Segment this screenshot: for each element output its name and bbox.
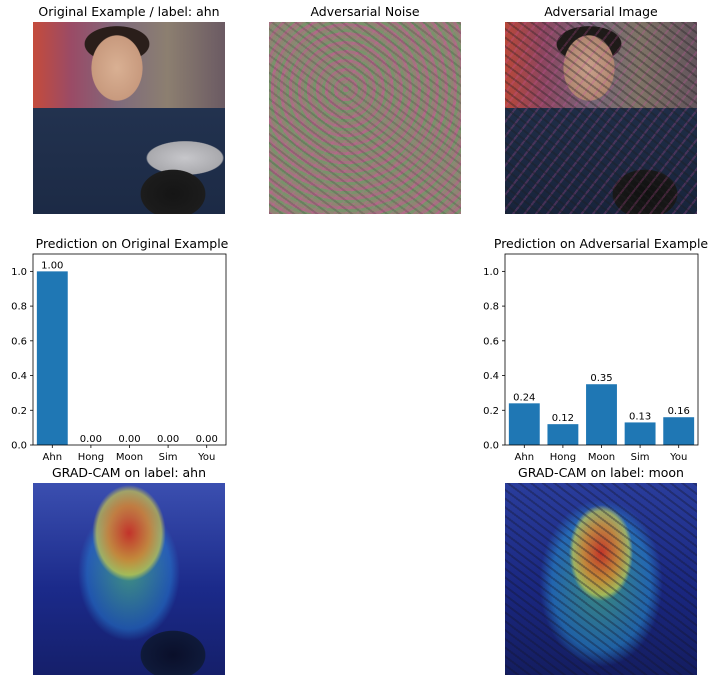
bar-value-label: 0.16 [668, 406, 690, 417]
gradcam-original-title: GRAD-CAM on label: ahn [51, 465, 207, 480]
y-tick-label: 0.8 [483, 302, 499, 313]
x-tick-label: Sim [159, 452, 178, 463]
y-tick-label: 0.2 [11, 406, 27, 417]
prediction-original-chart: 1.00 Ahn 0.00 Hong 0.00 Moon 0.00 Sim 0.00 You 0.0… [11, 253, 227, 463]
bar-value-label: 0.24 [513, 392, 535, 403]
y-tick-label: 0.6 [483, 336, 499, 347]
x-tick-label: Hong [550, 452, 576, 463]
y-tick-label: 1.0 [11, 267, 27, 278]
x-tick-label: Sim [631, 452, 650, 463]
y-tick-label: 0.6 [11, 336, 27, 347]
adversarial-image-title: Adversarial Image [544, 4, 658, 19]
bar-hong [547, 424, 579, 445]
y-tick-label: 0.0 [483, 441, 499, 452]
y-tick-label: 0.0 [11, 441, 27, 452]
y-tick-label: 0.8 [11, 302, 27, 313]
gradcam-original-image [33, 483, 225, 675]
x-tick-label: You [197, 452, 215, 463]
bar-you [663, 417, 695, 445]
bar-sim [624, 422, 656, 445]
bar-ahn [36, 271, 68, 445]
x-tick-label: Hong [78, 452, 104, 463]
bar-value-label: 0.35 [590, 373, 612, 384]
bar-value-label: 0.13 [629, 411, 651, 422]
bar-value-label: 0.12 [552, 413, 574, 424]
bar-value-label: 0.00 [157, 434, 179, 445]
bar-ahn [508, 403, 540, 445]
bar-value-label: 0.00 [80, 434, 102, 445]
gradcam-adversarial-title: GRAD-CAM on label: moon [518, 465, 684, 480]
adversarial-noise-image [269, 22, 461, 214]
original-example-title: Original Example / label: ahn [38, 4, 220, 19]
adversarial-image [505, 22, 697, 214]
x-tick-label: Ahn [43, 452, 63, 463]
bar-value-label: 0.00 [196, 434, 218, 445]
bar-value-label: 1.00 [41, 260, 63, 271]
x-tick-label: Moon [588, 452, 615, 463]
plot-frame [32, 253, 227, 446]
y-tick-label: 0.4 [11, 371, 27, 382]
original-example-image [33, 22, 225, 214]
bar-value-label: 0.00 [118, 434, 140, 445]
x-tick-label: Ahn [515, 452, 535, 463]
x-tick-label: Moon [116, 452, 143, 463]
adversarial-noise-title: Adversarial Noise [310, 4, 420, 19]
chart-original-title: Prediction on Original Example [35, 236, 229, 251]
y-tick-label: 0.2 [483, 406, 499, 417]
bar-moon [586, 384, 617, 445]
x-tick-label: You [669, 452, 687, 463]
y-tick-label: 0.4 [483, 371, 499, 382]
gradcam-adversarial-image [505, 483, 697, 675]
y-tick-label: 1.0 [483, 267, 499, 278]
chart-adversarial-title: Prediction on Adversarial Example [493, 236, 709, 251]
plot-frame [504, 253, 699, 446]
prediction-adversarial-chart: 0.24 Ahn 0.12 Hong 0.35 Moon 0.13 Sim 0.16 You 0.0… [483, 253, 699, 463]
